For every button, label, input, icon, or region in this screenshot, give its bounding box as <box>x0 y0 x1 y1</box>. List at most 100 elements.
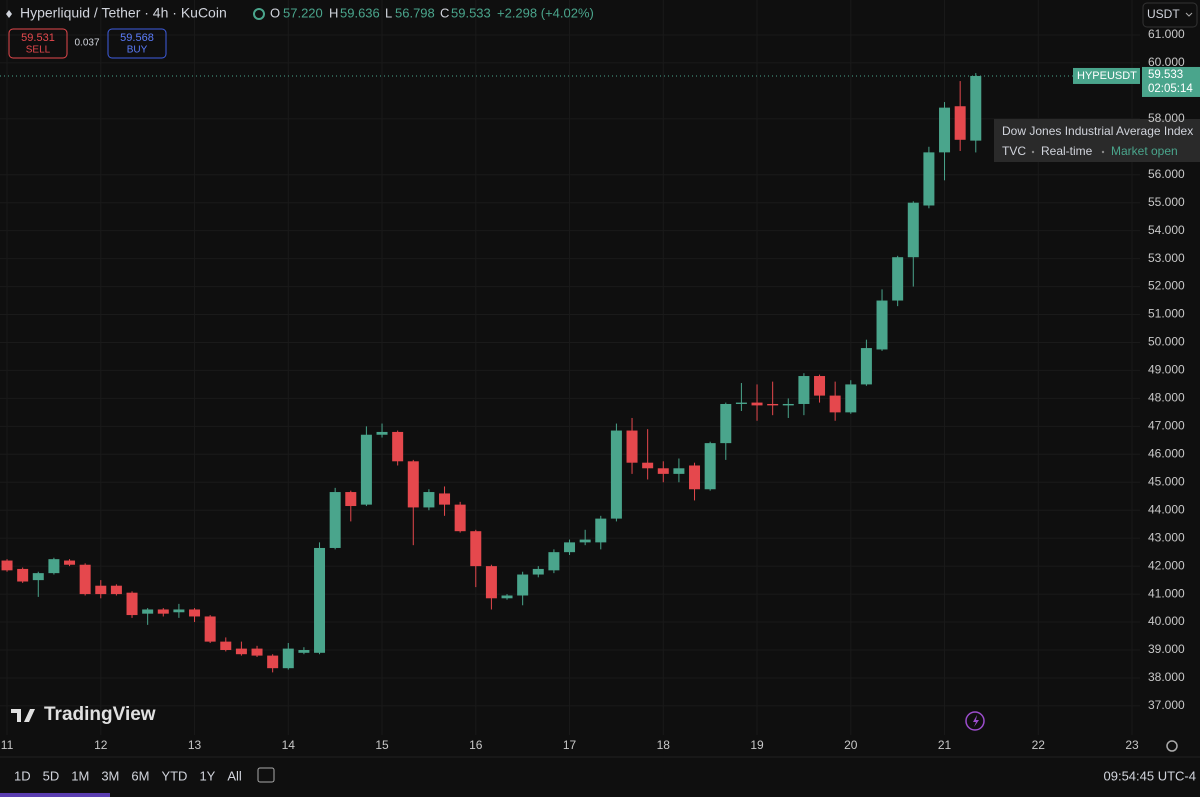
range-button[interactable]: 1D <box>14 768 31 783</box>
buy-label: BUY <box>127 45 148 56</box>
candle-body <box>892 257 904 301</box>
o-label: O <box>270 5 280 20</box>
candle-body <box>689 465 701 490</box>
alert-icon[interactable] <box>965 711 985 731</box>
candle-body <box>235 648 247 655</box>
candle-body <box>814 376 826 396</box>
y-tick-label: 41.000 <box>1148 586 1185 600</box>
range-button[interactable]: 1Y <box>199 768 215 783</box>
candle-body <box>32 573 44 581</box>
spread: 0.037 <box>74 38 99 49</box>
scroll-indicator <box>0 793 110 797</box>
candle-body <box>142 609 154 614</box>
c-label: C <box>440 5 449 20</box>
sell-price: 59.531 <box>21 32 55 44</box>
y-tick-label: 47.000 <box>1148 419 1185 433</box>
dropdown-icon <box>1185 12 1193 17</box>
candle-body <box>767 403 779 406</box>
logo-icon <box>11 709 35 722</box>
candle-body <box>923 152 935 206</box>
candle-body <box>532 568 544 575</box>
y-tick-label: 56.000 <box>1148 167 1185 181</box>
l-label: L <box>385 5 392 20</box>
candle-body <box>548 552 560 571</box>
tooltip-title: Dow Jones Industrial Average Index <box>1002 124 1193 138</box>
y-tick-label: 39.000 <box>1148 642 1185 656</box>
candle-body <box>642 462 654 469</box>
y-tick-label: 58.000 <box>1148 111 1185 125</box>
sell-button[interactable] <box>8 28 68 59</box>
candle-body <box>454 504 466 532</box>
range-button[interactable]: 1M <box>71 768 89 783</box>
candle-body <box>782 403 794 406</box>
y-tick-label: 60.000 <box>1148 55 1185 69</box>
price-tag-bg <box>1142 66 1200 97</box>
range-button[interactable]: 5D <box>43 768 60 783</box>
candle-body <box>673 468 685 474</box>
candle-body <box>110 585 122 595</box>
x-tick-label: 16 <box>469 738 483 752</box>
candle-body <box>876 300 888 350</box>
x-tick-label: 22 <box>1032 738 1046 752</box>
y-tick-label: 61.000 <box>1148 27 1185 41</box>
candle-body <box>954 106 966 140</box>
candle-body <box>407 461 419 508</box>
y-tick-label: 37.000 <box>1148 698 1185 712</box>
date-range-icon[interactable] <box>257 767 275 783</box>
y-tick-label: 46.000 <box>1148 446 1185 460</box>
candle-body <box>204 616 216 642</box>
c-value: 59.533 <box>451 5 491 20</box>
y-tick-label: 49.000 <box>1148 363 1185 377</box>
candle-body <box>17 568 29 582</box>
candle-body <box>907 202 919 258</box>
alert-bolt <box>973 715 979 727</box>
tooltip <box>994 119 1200 162</box>
candle-body <box>126 592 138 616</box>
candle-body <box>704 443 716 490</box>
candle-body <box>610 430 622 519</box>
candle-body <box>423 492 435 508</box>
settings-icon[interactable] <box>1166 740 1178 752</box>
l-value: 56.798 <box>395 5 435 20</box>
y-tick-label: 44.000 <box>1148 502 1185 516</box>
range-button[interactable]: All <box>227 768 242 783</box>
buy-price: 59.568 <box>120 32 154 44</box>
buy-button[interactable] <box>107 28 167 59</box>
candle-body <box>751 402 763 406</box>
y-tick-label: 52.000 <box>1148 279 1185 293</box>
candle-body <box>860 348 872 385</box>
y-tick-label: 38.000 <box>1148 670 1185 684</box>
candle-body <box>282 648 294 669</box>
candle-body <box>626 430 638 463</box>
candle-body <box>157 609 169 614</box>
price-tag: 59.533 <box>1148 69 1183 81</box>
o-value: 57.220 <box>283 5 323 20</box>
range-button[interactable]: YTD <box>161 768 187 783</box>
candle-body <box>64 560 76 565</box>
candle-body <box>470 531 482 567</box>
range-button[interactable]: 3M <box>101 768 119 783</box>
symbol[interactable]: Hyperliquid / Tether · 4h · KuCoin <box>20 5 227 21</box>
legend: Hyperliquid / Tether · 4h · KuCoin O 57.… <box>6 5 594 59</box>
y-tick-label: 42.000 <box>1148 558 1185 572</box>
candle-body <box>1 560 13 571</box>
change: +2.298 (+4.02%) <box>497 5 594 20</box>
range-button[interactable]: 6M <box>131 768 149 783</box>
candle-body <box>720 403 732 444</box>
tooltip-source: TVC <box>1002 144 1026 158</box>
candle-body <box>657 468 669 474</box>
candle-body <box>845 384 857 413</box>
candle-body <box>798 376 810 404</box>
candle-body <box>485 566 497 599</box>
y-tick-label: 53.000 <box>1148 251 1185 265</box>
candle-body <box>189 609 201 617</box>
candle-body <box>298 650 310 653</box>
y-tick-label: 54.000 <box>1148 223 1185 237</box>
x-tick-label: 18 <box>657 738 671 752</box>
currency: USDT <box>1147 7 1180 21</box>
currency-button[interactable] <box>1142 2 1198 28</box>
candle-body <box>564 542 576 553</box>
candle-body <box>267 655 279 669</box>
candle-body <box>939 107 951 153</box>
